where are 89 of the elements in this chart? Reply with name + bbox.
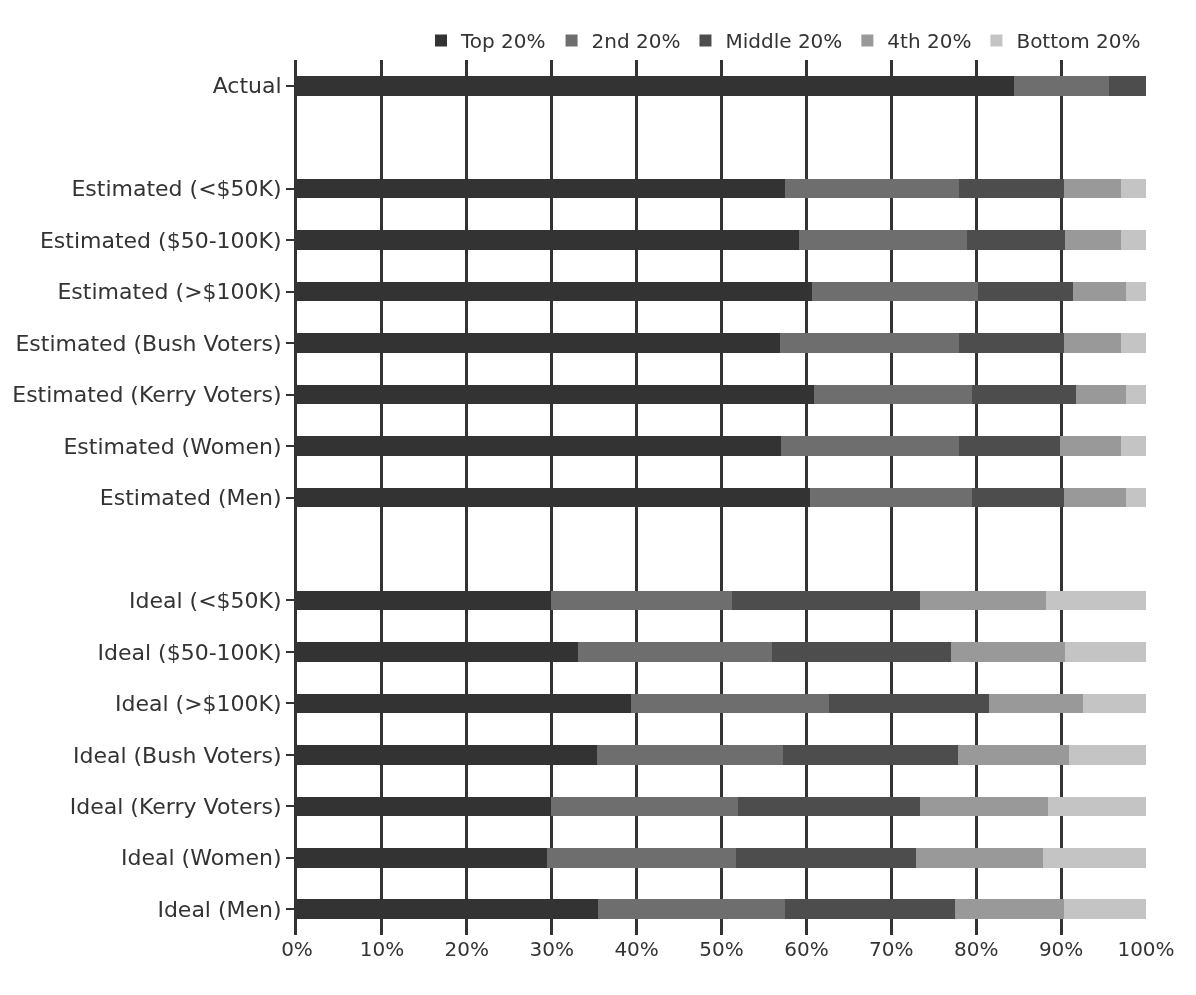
bar [596,745,784,765]
bar [915,848,1044,868]
bar [1065,230,1122,250]
bar [1063,333,1122,353]
bar [954,899,1064,920]
y-tick-label: Actual [212,73,282,99]
bar [1125,281,1146,302]
bar [771,642,951,662]
legend-label: 4th 20% [887,29,972,54]
bar [959,333,1064,353]
bar [735,848,916,868]
x-tick-label: 10% [359,937,405,961]
y-tick-label: Ideal (Bush Voters) [72,742,282,768]
y-tick-label: Estimated (Kerry Voters) [12,382,282,408]
x-tick-label: 60% [784,937,829,961]
bar [578,642,772,662]
bar [783,745,959,765]
bar [1121,178,1146,199]
bar [814,384,972,405]
bar [809,487,972,508]
legend-label: Top 20% [460,29,546,54]
bar [971,384,1077,405]
x-tick-label: 40% [614,937,659,961]
bar [977,281,1073,302]
y-tick-label: Estimated (Bush Voters) [15,330,282,356]
bar [1076,384,1126,405]
bar [1013,75,1110,96]
bar [812,281,978,302]
y-tick-label: Ideal (Kerry Voters) [69,794,282,820]
legend-label: 2nd 20% [591,29,681,54]
x-tick-label: 50% [699,937,744,961]
bar [1068,745,1146,765]
bar [1045,590,1146,611]
y-tick-label: Estimated ($50-100K) [39,227,282,253]
bar [1063,178,1122,199]
legend-label: Bottom 20% [1016,29,1141,54]
bar [550,796,739,817]
bar [971,487,1064,508]
bar [780,333,960,353]
bar [1063,487,1126,508]
y-tick-label: Ideal (Women) [121,845,282,871]
bar [1121,436,1146,456]
bar [959,436,1061,456]
bar [780,436,960,456]
bar [798,230,967,250]
x-tick-label: 100% [1117,937,1175,961]
bar [785,178,960,199]
bar [958,745,1069,765]
bar [550,590,732,611]
legend-label: Middle 20% [725,29,843,54]
x-tick-label: 20% [444,937,490,961]
bar [1109,75,1146,96]
y-tick-label: Ideal (Men) [157,896,282,922]
bar [785,899,955,920]
x-tick-label: 80% [953,937,999,961]
bar [950,642,1066,662]
bar [597,899,786,920]
bar [1072,281,1126,302]
bar [731,590,921,611]
bar [1063,899,1146,920]
bar [988,693,1084,714]
bar [1043,848,1146,868]
x-tick-label: 70% [869,937,914,961]
bar [1121,230,1146,250]
bar [546,848,736,868]
bar [920,590,1046,611]
y-tick-label: Estimated (Men) [99,485,282,511]
bar [1047,796,1146,817]
y-tick-label: Ideal (<$50K) [129,588,282,614]
y-tick-label: Estimated (<$50K) [71,176,282,202]
bar [829,693,989,714]
bar [1065,642,1146,662]
y-tick-label: Estimated (>$100K) [57,279,282,305]
bar [959,178,1064,199]
bar [1125,487,1146,508]
bar [1121,333,1146,353]
x-tick-label: 0% [281,937,313,961]
bar [1083,693,1146,714]
y-tick-label: Ideal (>$100K) [115,691,282,717]
bar [1060,436,1122,456]
x-tick-label: 90% [1038,937,1084,961]
bar [920,796,1048,817]
bar [966,230,1066,250]
bar [1125,384,1146,405]
y-tick-label: Estimated (Women) [63,433,282,459]
x-tick-label: 30% [529,937,574,961]
bar [738,796,921,817]
bar [630,693,830,714]
y-tick-label: Ideal ($50-100K) [97,639,282,665]
